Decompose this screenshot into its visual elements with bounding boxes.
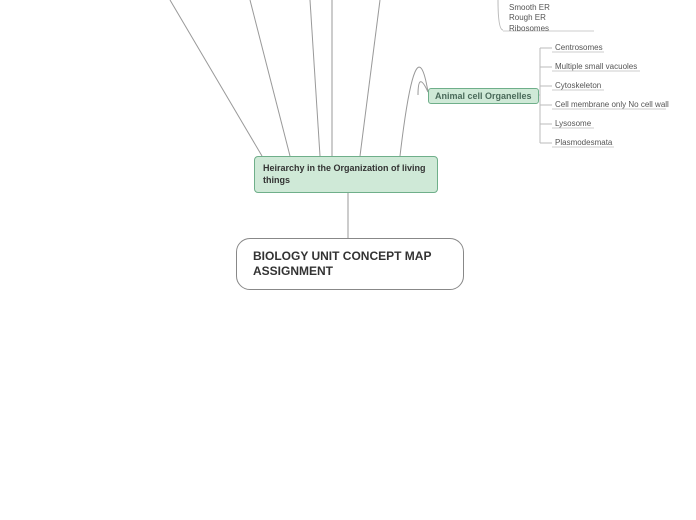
concept-map: { "root": {"title": "BIOLOGY UNIT CONCEP… — [0, 0, 696, 520]
leaf-item[interactable]: Multiple small vacuoles — [555, 63, 637, 71]
animal-organelles-node[interactable]: Animal cell Organelles — [428, 88, 539, 104]
root-title: BIOLOGY UNIT CONCEPT MAP ASSIGNMENT — [253, 249, 447, 279]
leaf-item[interactable]: Lysosome — [555, 120, 591, 128]
hierarchy-node[interactable]: Heirarchy in the Organization of living … — [254, 156, 438, 193]
leaf-item[interactable]: Cell membrane only No cell wall — [555, 101, 669, 109]
top-list-item: Rough ER — [509, 13, 550, 23]
leaf-item[interactable]: Centrosomes — [555, 44, 603, 52]
top-list: Smooth ER Rough ER Ribosomes — [509, 3, 550, 34]
top-list-item: Ribosomes — [509, 24, 550, 34]
root-node[interactable]: BIOLOGY UNIT CONCEPT MAP ASSIGNMENT — [236, 238, 464, 290]
top-list-item: Smooth ER — [509, 3, 550, 13]
leaf-item[interactable]: Cytoskeleton — [555, 82, 601, 90]
hierarchy-title: Heirarchy in the Organization of living … — [263, 163, 429, 186]
animal-organelles-title: Animal cell Organelles — [435, 91, 532, 101]
leaf-item[interactable]: Plasmodesmata — [555, 139, 612, 147]
